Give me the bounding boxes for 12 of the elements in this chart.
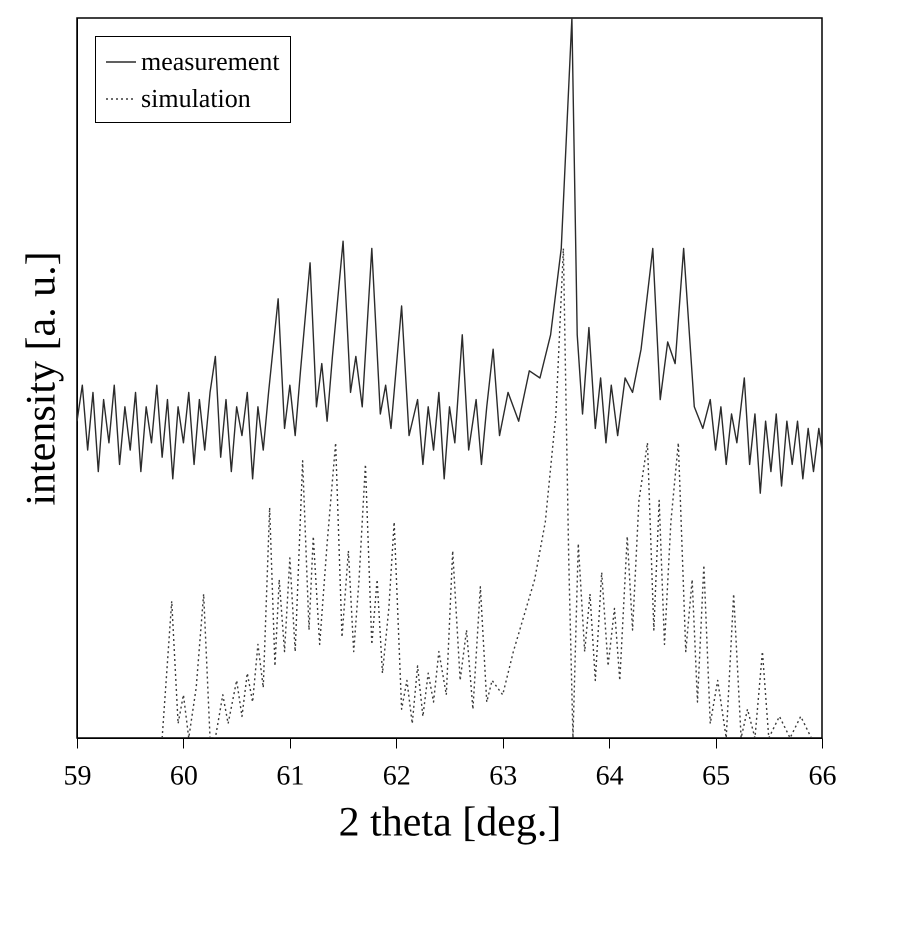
x-tick-label: 59: [64, 760, 92, 792]
x-tick-label: 64: [596, 760, 624, 792]
x-axis-title: 2 theta [deg.]: [338, 800, 562, 846]
legend-label: measurement: [141, 47, 280, 76]
x-tick-label: 60: [170, 760, 198, 792]
y-axis-title: intensity [a. u.]: [18, 251, 64, 506]
x-tick-label: 61: [276, 760, 304, 792]
x-tick-label: 66: [808, 760, 836, 792]
x-tick-label: 63: [489, 760, 518, 792]
x-tick-label: 62: [382, 760, 411, 792]
legend-label: simulation: [141, 84, 251, 113]
x-tick-label: 65: [702, 760, 730, 792]
